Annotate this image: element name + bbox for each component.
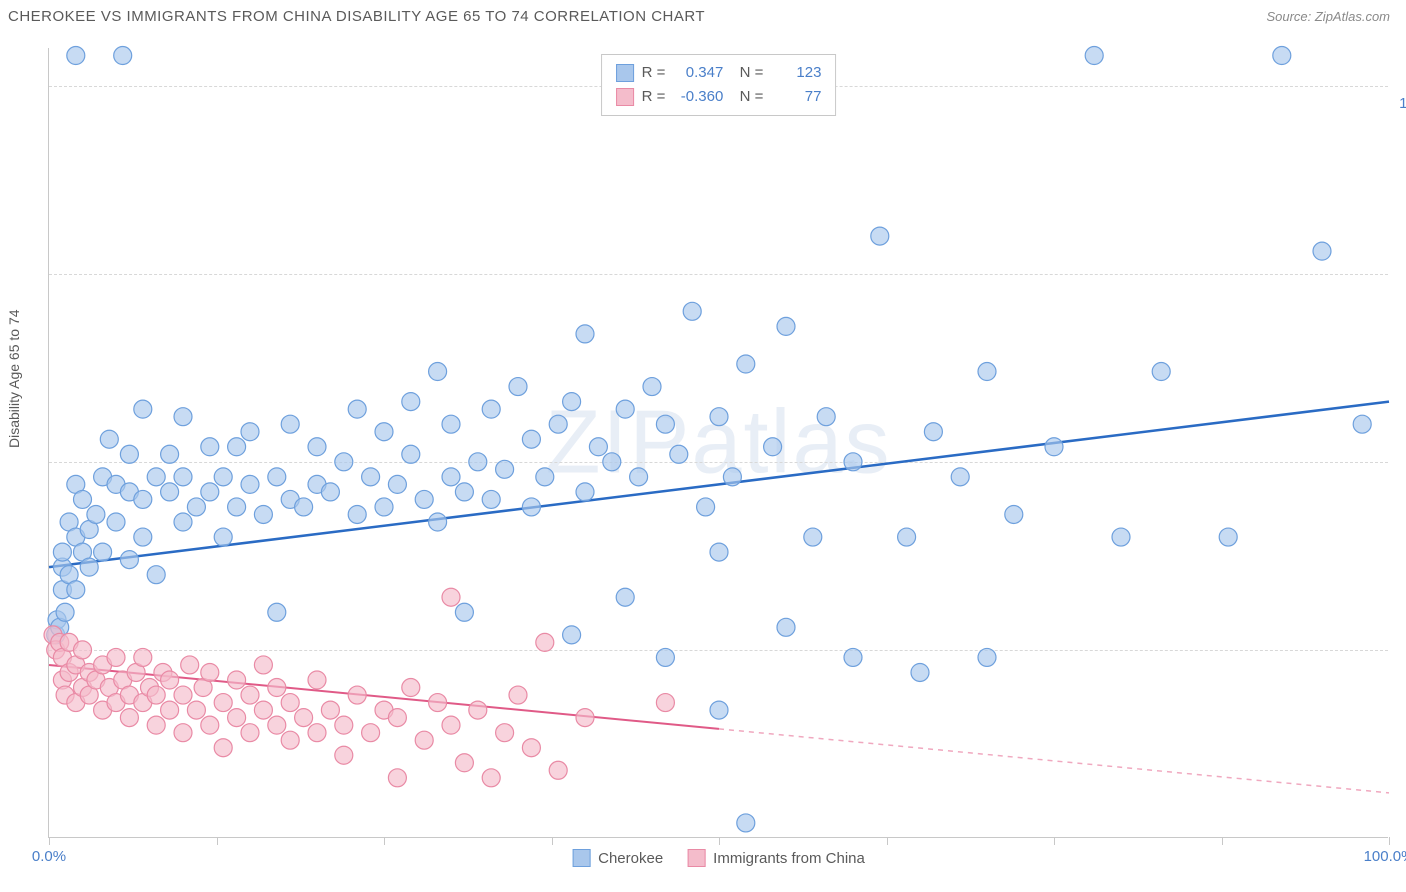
legend-row-cherokee: R = 0.347 N = 123 bbox=[616, 61, 822, 85]
n-china: 77 bbox=[771, 85, 821, 109]
swatch-china bbox=[616, 88, 634, 106]
swatch-cherokee bbox=[616, 64, 634, 82]
legend-item-cherokee: Cherokee bbox=[572, 849, 663, 867]
r-cherokee: 0.347 bbox=[673, 61, 723, 85]
legend-row-china: R = -0.360 N = 77 bbox=[616, 85, 822, 109]
chart-title: CHEROKEE VS IMMIGRANTS FROM CHINA DISABI… bbox=[8, 8, 705, 25]
plot-canvas bbox=[49, 48, 1388, 837]
series-legend: Cherokee Immigrants from China bbox=[572, 849, 865, 867]
scatter-chart: ZIPatlas 25.0%50.0%75.0%100.0% 0.0%100.0… bbox=[48, 48, 1388, 838]
y-axis-label: Disability Age 65 to 74 bbox=[6, 309, 22, 448]
swatch-cherokee-bottom bbox=[572, 849, 590, 867]
source-label: Source: ZipAtlas.com bbox=[1266, 9, 1390, 24]
legend-label-cherokee: Cherokee bbox=[598, 850, 663, 867]
legend-label-china: Immigrants from China bbox=[713, 850, 865, 867]
swatch-china-bottom bbox=[687, 849, 705, 867]
legend-item-china: Immigrants from China bbox=[687, 849, 865, 867]
correlation-legend: R = 0.347 N = 123 R = -0.360 N = 77 bbox=[601, 54, 837, 116]
r-china: -0.360 bbox=[673, 85, 723, 109]
title-bar: CHEROKEE VS IMMIGRANTS FROM CHINA DISABI… bbox=[0, 0, 1406, 33]
n-cherokee: 123 bbox=[771, 61, 821, 85]
